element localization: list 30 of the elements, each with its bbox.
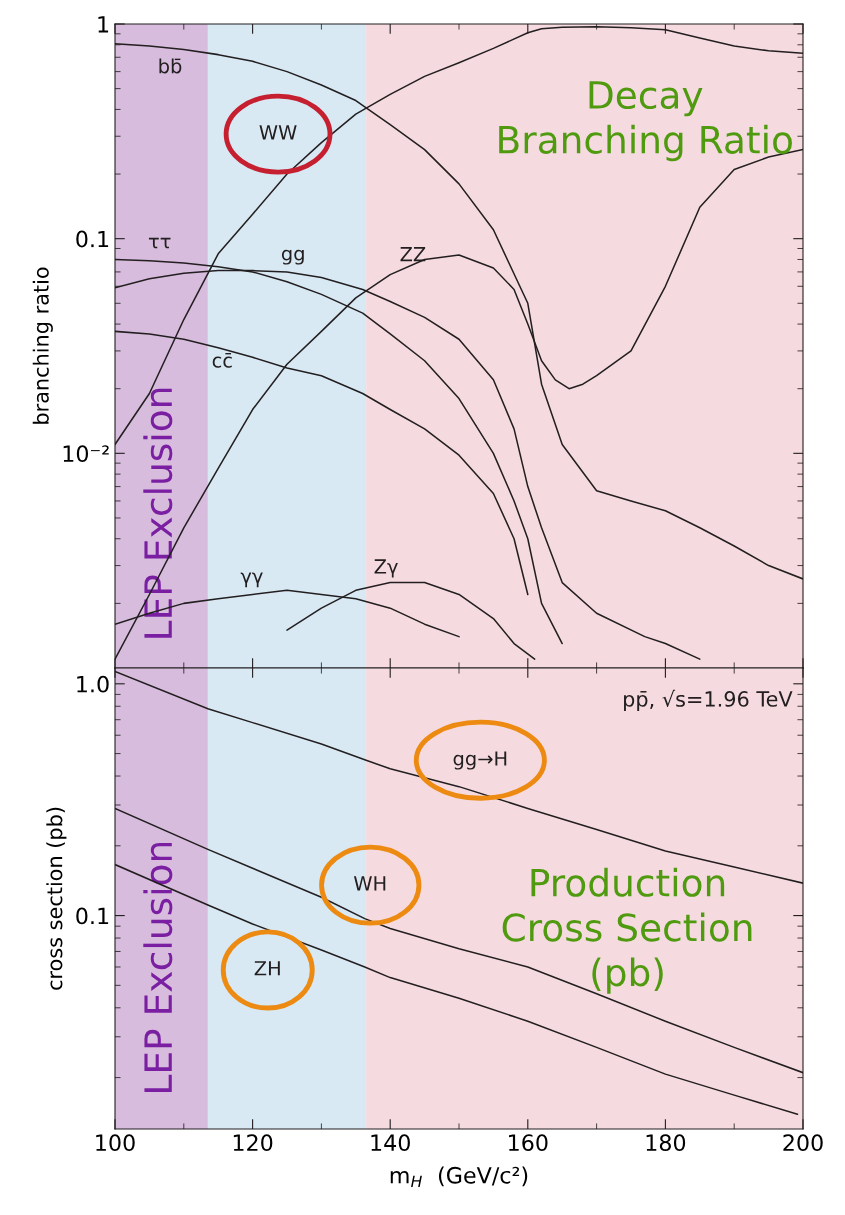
x-tick-label: 160	[509, 1134, 548, 1152]
series-label: gg	[281, 249, 304, 265]
series-label: γγ	[240, 572, 263, 588]
series-label: gg→H	[453, 751, 507, 770]
series-label: ZH	[254, 961, 280, 976]
x-tick-label: 140	[371, 1134, 410, 1152]
y-tick-label: 0.1	[76, 907, 109, 925]
series-label: bb̄	[159, 58, 182, 74]
y-axis-title: cross section (pb)	[46, 807, 67, 990]
series-label: ZZ	[400, 247, 426, 262]
annotation: Production Cross Section (pb)	[502, 867, 752, 994]
annotation: Decay Branching Ratio	[499, 81, 792, 162]
x-axis-title: m$_{H}$ (GeV/c²)	[390, 1166, 528, 1187]
series-label: ττ	[148, 237, 171, 249]
band-label: LEP Exclusion	[143, 388, 173, 638]
annotation: pp̄, √s=1.96 TeV	[624, 689, 793, 711]
series-label: WW	[259, 125, 297, 140]
x-tick-label: 120	[233, 1134, 273, 1152]
y-tick-label: 1.0	[77, 675, 109, 693]
y-tick-label: 1	[98, 16, 109, 33]
y-axis-title: branching ratio	[32, 267, 53, 424]
series-label: cc̄	[212, 352, 232, 368]
x-tick-label: 200	[783, 1134, 823, 1152]
series-label: WH	[353, 876, 386, 891]
y-tick-label: 0.1	[76, 230, 109, 248]
band-label: LEP Exclusion	[143, 842, 173, 1092]
series-label: Zγ	[374, 559, 398, 578]
x-tick-label: 180	[646, 1134, 686, 1152]
y-tick-label: 10⁻²	[63, 445, 109, 463]
x-tick-label: 100	[96, 1134, 135, 1152]
